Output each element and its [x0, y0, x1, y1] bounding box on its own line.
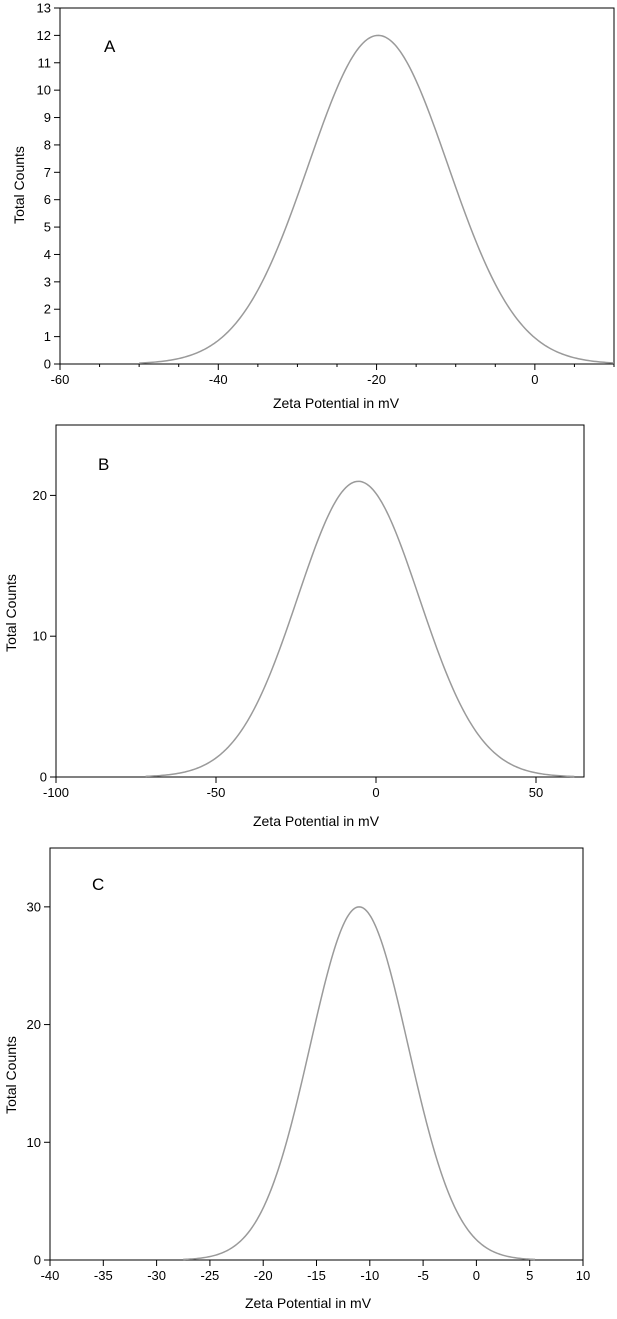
x-tick-label-c: 10: [576, 1268, 590, 1283]
y-tick-label-a: 0: [44, 357, 51, 372]
x-tick-label-b: -50: [207, 785, 226, 800]
x-axis-title-b: Zeta Potential in mV: [253, 813, 380, 829]
x-tick-label-a: -60: [51, 372, 70, 387]
plot-frame-b: [55, 424, 585, 778]
y-tick-label-a: 6: [44, 192, 51, 207]
x-tick-label-c: -20: [254, 1268, 273, 1283]
x-tick-label-b: 0: [372, 785, 379, 800]
plot-frame-c: [49, 847, 584, 1261]
x-axis-title-c: Zeta Potential in mV: [245, 1295, 372, 1311]
y-tick-label-a: 2: [44, 302, 51, 317]
x-tick-label-c: -40: [41, 1268, 60, 1283]
y-tick-label-a: 10: [37, 83, 51, 98]
x-tick-label-c: -10: [360, 1268, 379, 1283]
y-tick-label-a: 13: [37, 1, 51, 16]
series-line-a: [139, 34, 615, 364]
y-tick-label-a: 3: [44, 274, 51, 289]
y-tick-label-c: 20: [27, 1017, 41, 1032]
chart-panel-c: C Zeta Potential in mV Total Counts 0 10 2…: [3, 847, 590, 1311]
y-tick-label-a: 9: [44, 110, 51, 125]
series-line-c: [183, 906, 536, 1261]
panel-label-a: A: [104, 37, 116, 56]
y-tick-label-a: 11: [38, 55, 52, 70]
panel-label-c: C: [92, 875, 104, 894]
x-tick-label-b: 50: [529, 785, 543, 800]
y-tick-label-a: 7: [44, 165, 51, 180]
x-axis-title-a: Zeta Potential in mV: [273, 395, 400, 411]
y-tick-label-c: 10: [27, 1135, 41, 1150]
y-tick-label-a: 8: [44, 137, 51, 152]
x-tick-label-a: -40: [209, 372, 228, 387]
y-axis-title-c: Total Counts: [3, 1036, 19, 1114]
y-tick-label-a: 1: [44, 329, 51, 344]
y-tick-label-c: 0: [34, 1253, 41, 1268]
x-tick-label-c: 0: [473, 1268, 480, 1283]
y-tick-label-a: 5: [44, 220, 51, 235]
y-tick-label-c: 30: [27, 899, 41, 914]
x-tick-label-c: -5: [417, 1268, 429, 1283]
y-axis-title-a: Total Counts: [11, 146, 27, 224]
x-tick-label-c: -15: [307, 1268, 326, 1283]
chart-panel-b: B Zeta Potential in mV Total Counts 0 10 2…: [3, 424, 585, 829]
x-tick-label-a: -20: [367, 372, 386, 387]
y-tick-label-b: 10: [33, 629, 47, 644]
y-tick-label-b: 0: [40, 770, 47, 785]
plot-frame-a: [59, 7, 615, 365]
x-tick-label-a: 0: [531, 372, 538, 387]
x-tick-label-c: -25: [201, 1268, 220, 1283]
chart-panel-a: A Zeta Potential in mV Total Counts 0123…: [11, 1, 615, 411]
x-tick-label-c: -35: [94, 1268, 113, 1283]
y-tick-label-a: 12: [37, 28, 51, 43]
panel-label-b: B: [98, 455, 109, 474]
x-tick-label-b: -100: [43, 785, 69, 800]
y-axis-title-b: Total Counts: [3, 574, 19, 652]
x-tick-label-c: -30: [147, 1268, 166, 1283]
y-tick-label-b: 20: [33, 488, 47, 503]
x-tick-label-c: 5: [526, 1268, 533, 1283]
series-line-b: [145, 480, 575, 778]
y-tick-label-a: 4: [44, 247, 51, 262]
